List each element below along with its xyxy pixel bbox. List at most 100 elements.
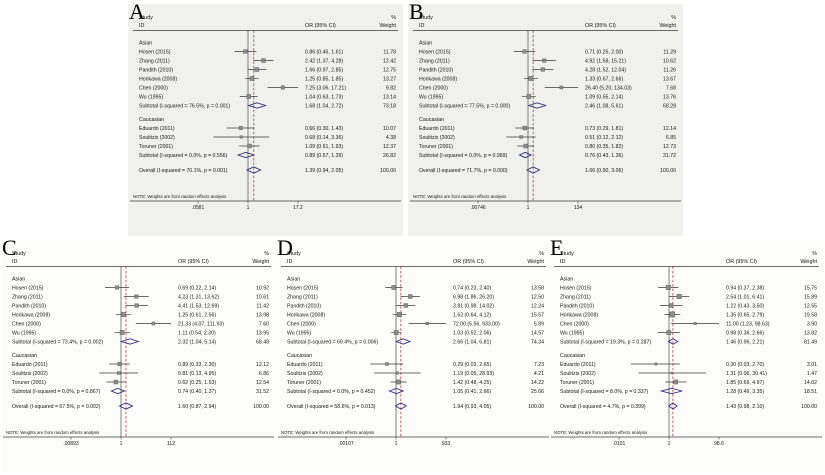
estimate-square xyxy=(115,285,120,290)
study-id: Eduardo (2011) xyxy=(560,362,596,368)
forest-plot-panel-c: C Study% ID OR (95% CI) Weight Asian Hosen (2… xyxy=(1,237,276,472)
column-header-weight: Weight xyxy=(659,23,676,29)
estimate-square xyxy=(134,294,139,299)
subtotal-label: Subtotal (I-squared = 0.0%, p = 0.452) xyxy=(287,389,376,395)
or-ci-value: 0.89 (0.33, 2.30) xyxy=(178,362,216,368)
weight-value: 12.37 xyxy=(383,144,396,150)
or-ci-value: 1.85 (0.69, 4.97) xyxy=(726,380,764,386)
weight-value: 14.57 xyxy=(531,330,544,336)
weight-value: 15.57 xyxy=(531,312,544,318)
weight-value: 7.60 xyxy=(259,321,269,327)
axis-tick-label: .00746 xyxy=(470,205,486,211)
weight-value: 13.14 xyxy=(383,94,396,100)
subtotal-weight: 73.18 xyxy=(383,103,396,109)
subtotal-weight: 74.34 xyxy=(531,339,544,345)
axis-tick-label: 1 xyxy=(247,205,250,211)
or-ci-value: 0.30 (0.03, 2.70) xyxy=(726,362,764,368)
or-ci-value: 4.23 (1.31, 13.62) xyxy=(178,294,219,300)
forest-plot-panel-b: B Study% ID OR (95% CI) Weight Asian Hosen (2… xyxy=(408,1,683,236)
estimate-square xyxy=(665,285,671,290)
panel-label-e: E xyxy=(550,235,564,260)
study-id: Soulitzis (2002) xyxy=(287,371,323,377)
study-id: Wu (1995) xyxy=(287,330,311,336)
overall-label: Overall (I-squared = 67.5%, p = 0.002) xyxy=(12,404,101,410)
study-id: Hosen (2015) xyxy=(419,49,451,55)
or-ci-value: 0.66 (0.30, 1.43) xyxy=(305,126,343,132)
weight-value: 14.22 xyxy=(531,380,544,386)
forest-plot-canvas-a: Study % ID OR (95% CI) Weight Asian Hosen (201… xyxy=(130,15,401,211)
study-id: Chen (2000) xyxy=(560,321,589,327)
estimate-square xyxy=(670,371,674,375)
weights-note: NOTE: Weights are from random effects an… xyxy=(413,194,506,199)
group-label: Caucasian xyxy=(287,353,312,359)
study-id: Toruner (2001) xyxy=(139,144,173,150)
weight-value: 12.12 xyxy=(256,362,269,368)
subtotal-label: Subtotal (I-squared = 73.4%, p = 0.002) xyxy=(12,339,103,345)
estimate-square xyxy=(395,371,399,375)
study-id: Zhang (2011) xyxy=(12,294,43,300)
group-label: Asian xyxy=(139,40,152,46)
overall-or-ci: 1.66 (0.90, 3.06) xyxy=(585,168,623,174)
estimate-square xyxy=(666,330,672,335)
weight-value: 4.21 xyxy=(534,371,544,377)
study-id: Toruner (2001) xyxy=(12,380,46,386)
column-header-study: Study xyxy=(139,15,153,21)
study-id: Chen (2000) xyxy=(419,85,448,91)
or-ci-value: 1.04 (0.63, 1.73) xyxy=(305,94,343,100)
overall-or-ci: 1.39 (0.94, 2.05) xyxy=(305,168,343,174)
overall-diamond xyxy=(394,402,408,410)
subtotal-or-ci: 2.66 (1.04, 6.81) xyxy=(453,339,491,345)
column-header-percent: % xyxy=(671,15,676,21)
overall-weight: 100.00 xyxy=(801,404,817,410)
weight-value: 6.85 xyxy=(666,135,676,141)
or-ci-value: 4.92 (1.58, 15.21) xyxy=(585,58,626,64)
or-ci-value: 0.51 (0.12, 2.12) xyxy=(585,135,623,141)
estimate-square xyxy=(425,321,429,326)
estimate-square xyxy=(117,361,122,367)
study-id: Pandith (2010) xyxy=(419,67,453,73)
or-ci-value: 0.86 (0.46, 1.61) xyxy=(305,49,343,55)
study-id: Horikawa (2008) xyxy=(139,76,177,82)
weight-value: 15.89 xyxy=(804,294,817,300)
estimate-square xyxy=(239,135,243,139)
column-header-percent: % xyxy=(812,251,817,257)
weight-value: 13.58 xyxy=(531,285,544,291)
subtotal-weight: 81.49 xyxy=(804,339,817,345)
or-ci-value: 1.62 (0.64, 4.12) xyxy=(453,312,491,318)
column-header-or: OR (95% CI) xyxy=(453,259,484,265)
weight-value: 13.27 xyxy=(383,76,396,82)
overall-weight: 100.00 xyxy=(660,168,676,174)
subtotal-weight: 25.66 xyxy=(531,389,544,395)
column-header-or: OR (95% CI) xyxy=(178,259,209,265)
estimate-square xyxy=(396,379,401,385)
study-id: Horikawa (2008) xyxy=(12,312,50,318)
study-id: Toruner (2001) xyxy=(287,380,321,386)
estimate-square xyxy=(247,143,252,149)
column-header-id: ID xyxy=(12,259,17,265)
estimate-square xyxy=(119,330,125,335)
or-ci-value: 3.81 (0.98, 14.02) xyxy=(453,303,494,309)
weight-value: 15.75 xyxy=(804,285,817,291)
weight-value: 4.38 xyxy=(386,135,396,141)
forest-plot-canvas-c: Study % ID OR (95% CI) Weight Asian Hosen (201… xyxy=(3,251,274,447)
study-id: Horikawa (2008) xyxy=(419,76,457,82)
subtotal-diamond xyxy=(518,151,533,159)
or-ci-value: 1.19 (0.05, 28.93) xyxy=(453,371,494,377)
subtotal-label: Subtotal (I-squared = 19.3%, p = 0.287) xyxy=(560,339,651,345)
or-ci-value: 21.33 (4.07, 111.93) xyxy=(178,321,224,327)
or-ci-value: 4.41 (1.53, 12.69) xyxy=(178,303,219,309)
or-ci-value: 2.54 (1.01, 6.41) xyxy=(726,294,764,300)
study-id: Eduardo (2011) xyxy=(12,362,48,368)
estimate-square xyxy=(151,321,156,326)
study-id: Soulitzis (2002) xyxy=(419,135,455,141)
or-ci-value: 1.22 (0.43, 3.50) xyxy=(726,303,764,309)
subtotal-diamond xyxy=(395,338,412,345)
column-header-id: ID xyxy=(139,23,144,29)
axis-tick-label: 134 xyxy=(574,205,583,211)
weight-value: 11.78 xyxy=(383,49,396,55)
axis-tick-label: 17.2 xyxy=(293,205,303,211)
study-id: Wu (1995) xyxy=(139,94,163,100)
subtotal-weight: 31.52 xyxy=(256,389,269,395)
overall-label: Overall (I-squared = 4.7%, p = 0.399) xyxy=(560,404,646,410)
or-ci-value: 6.98 (1.86, 26.20) xyxy=(453,294,494,300)
